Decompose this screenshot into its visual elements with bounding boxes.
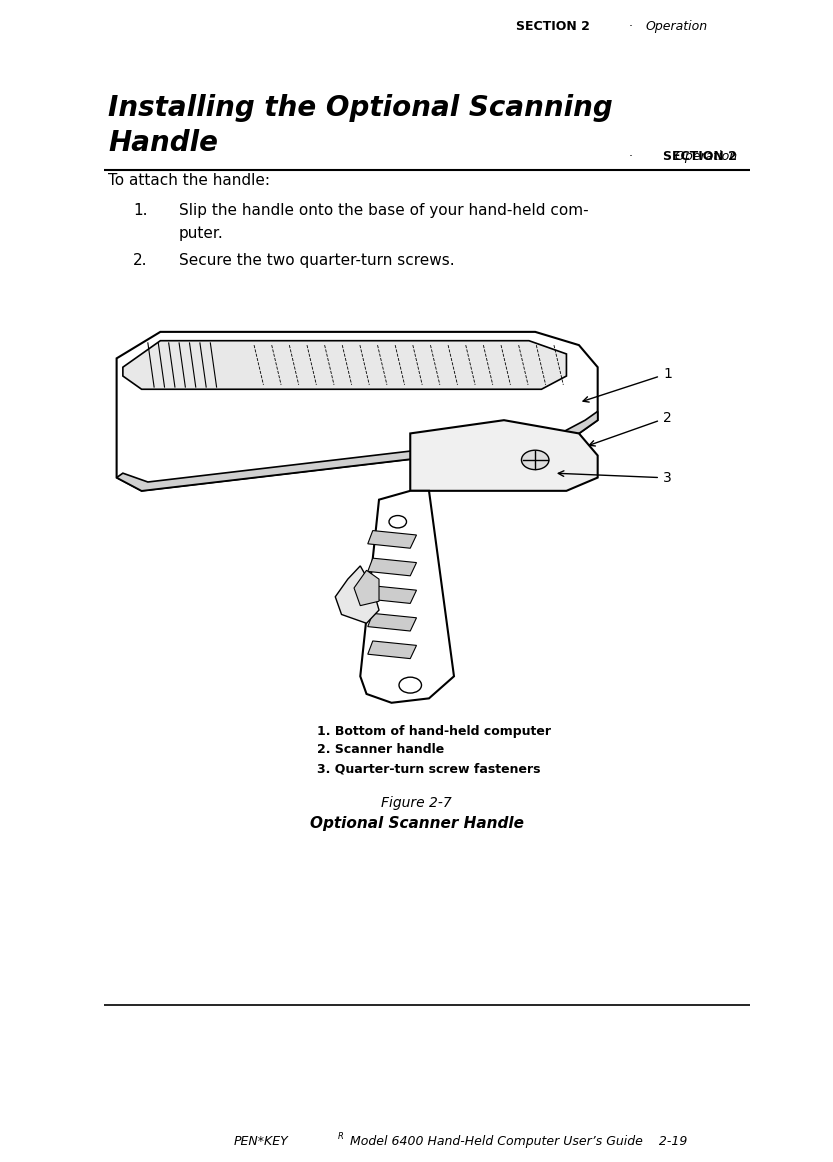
Circle shape xyxy=(521,450,549,469)
Polygon shape xyxy=(117,332,597,490)
Text: Figure 2-7: Figure 2-7 xyxy=(382,796,451,810)
Text: 2.: 2. xyxy=(133,253,147,268)
Text: Operation: Operation xyxy=(639,150,736,163)
Polygon shape xyxy=(367,558,416,576)
Text: 2. Scanner handle: 2. Scanner handle xyxy=(317,744,444,756)
Polygon shape xyxy=(354,571,379,605)
Text: Secure the two quarter-turn screws.: Secure the two quarter-turn screws. xyxy=(179,253,455,268)
Text: To attach the handle:: To attach the handle: xyxy=(108,173,270,188)
Polygon shape xyxy=(367,586,416,603)
Text: 1. Bottom of hand-held computer: 1. Bottom of hand-held computer xyxy=(317,725,551,738)
Text: Installing the Optional Scanning: Installing the Optional Scanning xyxy=(108,94,613,122)
Text: 3: 3 xyxy=(663,471,672,485)
Text: SECTION 2: SECTION 2 xyxy=(516,20,591,33)
Text: Optional Scanner Handle: Optional Scanner Handle xyxy=(310,816,523,831)
Polygon shape xyxy=(335,566,379,623)
Polygon shape xyxy=(410,421,597,490)
Polygon shape xyxy=(123,340,566,389)
Text: ·: · xyxy=(629,20,633,33)
Text: SECTION 2: SECTION 2 xyxy=(663,150,736,163)
Polygon shape xyxy=(367,531,416,548)
Text: PEN*KEY: PEN*KEY xyxy=(233,1135,288,1148)
Text: 1: 1 xyxy=(663,367,672,381)
Polygon shape xyxy=(117,411,597,490)
Text: Model 6400 Hand-Held Computer User’s Guide    2-19: Model 6400 Hand-Held Computer User’s Gui… xyxy=(346,1135,687,1148)
Polygon shape xyxy=(367,614,416,631)
Text: Handle: Handle xyxy=(108,129,218,157)
Polygon shape xyxy=(367,641,416,659)
Text: R: R xyxy=(337,1132,343,1141)
Text: 3. Quarter-turn screw fasteners: 3. Quarter-turn screw fasteners xyxy=(317,762,540,775)
Text: 1.: 1. xyxy=(133,203,147,218)
Text: 2: 2 xyxy=(663,411,672,425)
Text: puter.: puter. xyxy=(179,225,224,241)
Circle shape xyxy=(399,677,421,693)
Circle shape xyxy=(389,516,407,528)
Polygon shape xyxy=(360,490,454,703)
Text: Operation: Operation xyxy=(646,20,708,33)
Text: ·: · xyxy=(628,150,632,163)
Text: Slip the handle onto the base of your hand-held com-: Slip the handle onto the base of your ha… xyxy=(179,203,589,218)
